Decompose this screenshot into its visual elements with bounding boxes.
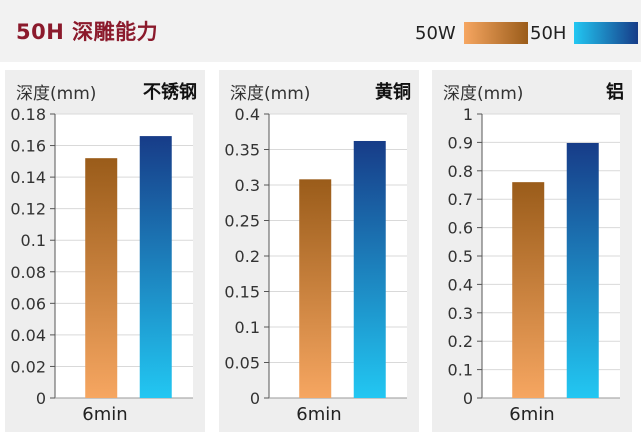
bar-50h	[566, 142, 599, 398]
y-tick-label: 0.7	[448, 190, 473, 209]
bar-50h	[353, 140, 386, 398]
legend-swatch-50h	[574, 22, 639, 44]
y-tick-label: 0.16	[10, 137, 46, 156]
legend-label-50h: 50H	[530, 22, 567, 44]
y-tick-label: 0.1	[448, 361, 473, 380]
y-tick-label: 0.2	[235, 247, 260, 266]
x-category-label: 6min	[82, 404, 128, 425]
legend-label-50w: 50W	[415, 22, 456, 44]
x-category-label: 6min	[296, 404, 342, 425]
chart-panel-stainless-steel: 0 0.02 0.04 0.06 0.08 0.1 0.12 0.14 0.16 0.18 深度(…	[5, 70, 205, 432]
y-tick-label: 0	[36, 389, 46, 408]
y-tick-label: 0.08	[10, 263, 46, 282]
y-tick-label: 0.06	[10, 294, 46, 313]
y-tick-label: 0.12	[10, 200, 46, 219]
chart-title: 黄铜	[375, 82, 411, 103]
legend-item-50w: 50W	[415, 22, 528, 44]
y-axis-label: 深度(mm)	[443, 84, 524, 104]
y-tick-label: 0.14	[10, 168, 46, 187]
y-axis-label: 深度(mm)	[16, 84, 97, 104]
y-tick-label: 0.04	[10, 326, 46, 345]
y-tick-label: 0.9	[448, 133, 473, 152]
y-tick-label: 0	[250, 389, 260, 408]
y-tick-label: 0.4	[448, 275, 473, 294]
legend-item-50h: 50H	[530, 22, 639, 44]
y-tick-label: 0.02	[10, 357, 46, 376]
y-tick-label: 0	[463, 389, 473, 408]
bar-50h	[139, 136, 172, 398]
chart-svg-aluminum: 0 0.1 0.2 0.3 0.4 0.5 0.6 0.7 0.8 0.9 1	[448, 105, 620, 408]
chart-title: 不锈钢	[143, 82, 197, 103]
bar-50w	[85, 158, 118, 398]
chart-panel-aluminum: 0 0.1 0.2 0.3 0.4 0.5 0.6 0.7 0.8 0.9 1 深度(mm) 铝 6…	[432, 70, 632, 432]
y-tick-label: 0.1	[21, 231, 46, 250]
y-tick-label: 0.5	[448, 247, 473, 266]
header-bar: 50H 深雕能力 50W 50H	[0, 0, 641, 62]
y-tick-label: 0.8	[448, 162, 473, 181]
bar-50w	[299, 179, 332, 398]
chart-panel-brass: 0 0.05 0.1 0.15 0.2 0.25 0.3 0.35 0.4 深度(mm) 黄铜 …	[219, 70, 419, 432]
y-tick-label: 0.35	[224, 141, 260, 160]
y-tick-label: 0.6	[448, 219, 473, 238]
y-tick-label: 0.18	[10, 105, 46, 124]
chart-svg-stainless-steel: 0 0.02 0.04 0.06 0.08 0.1 0.12 0.14 0.16 0.18	[10, 105, 193, 408]
y-tick-label: 0.4	[235, 105, 260, 124]
legend-swatch-50w	[463, 22, 528, 44]
y-tick-label: 0.05	[224, 354, 260, 373]
y-tick-label: 0.3	[235, 176, 260, 195]
y-tick-label: 0.15	[224, 283, 260, 302]
chart-title: 铝	[606, 82, 624, 103]
y-tick-label: 0.25	[224, 212, 260, 231]
y-tick-label: 0.1	[235, 318, 260, 337]
y-tick-label: 0.2	[448, 332, 473, 351]
y-axis-label: 深度(mm)	[230, 84, 311, 104]
chart-svg-brass: 0 0.05 0.1 0.15 0.2 0.25 0.3 0.35 0.4	[224, 105, 407, 408]
x-category-label: 6min	[509, 404, 555, 425]
bar-50w	[512, 182, 545, 398]
page-title: 50H 深雕能力	[16, 20, 159, 44]
y-tick-label: 0.3	[448, 304, 473, 323]
plot-area	[55, 114, 193, 398]
y-tick-label: 1	[463, 105, 473, 124]
